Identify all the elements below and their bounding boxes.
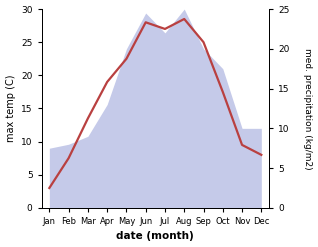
Y-axis label: med. precipitation (kg/m2): med. precipitation (kg/m2) [303, 48, 313, 169]
Y-axis label: max temp (C): max temp (C) [5, 75, 16, 142]
X-axis label: date (month): date (month) [116, 231, 194, 242]
